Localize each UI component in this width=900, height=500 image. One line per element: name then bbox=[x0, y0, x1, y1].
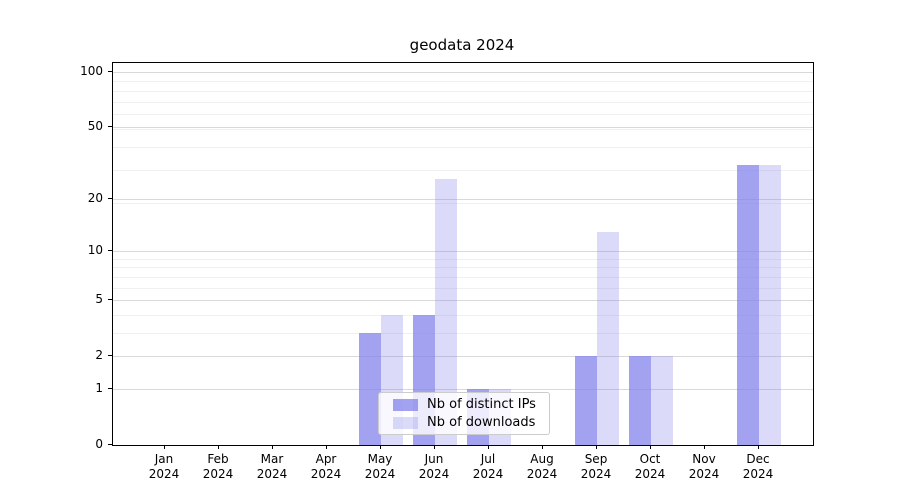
major-gridline bbox=[113, 127, 813, 129]
legend: Nb of distinct IPs Nb of downloads bbox=[378, 392, 550, 435]
minor-gridline bbox=[113, 314, 813, 316]
bar-ips-8 bbox=[575, 356, 597, 445]
minor-gridline bbox=[113, 114, 813, 116]
bar-downloads-11 bbox=[759, 164, 781, 445]
x-tick-mark bbox=[704, 445, 705, 449]
x-tick-mark bbox=[596, 445, 597, 449]
minor-gridline bbox=[113, 276, 813, 278]
minor-gridline bbox=[113, 258, 813, 260]
y-tick-mark bbox=[108, 250, 112, 252]
x-tick-label: Jun 2024 bbox=[418, 452, 450, 481]
y-tick-mark bbox=[108, 126, 112, 128]
x-tick-label: Oct 2024 bbox=[634, 452, 666, 481]
x-tick-mark bbox=[218, 445, 219, 449]
chart-title: geodata 2024 bbox=[409, 36, 515, 54]
x-tick-mark bbox=[380, 445, 381, 449]
bar-ips-4 bbox=[359, 333, 381, 445]
minor-gridline bbox=[113, 267, 813, 269]
legend-label: Nb of downloads bbox=[427, 415, 536, 430]
x-tick-label: May 2024 bbox=[364, 452, 396, 481]
x-tick-mark bbox=[542, 445, 543, 449]
x-tick-label: Nov 2024 bbox=[688, 452, 720, 481]
y-tick-label: 2 bbox=[95, 348, 103, 363]
minor-gridline bbox=[113, 333, 813, 334]
minor-gridline bbox=[113, 170, 813, 172]
x-tick-mark bbox=[758, 445, 759, 449]
minor-gridline bbox=[113, 202, 813, 204]
y-tick-mark bbox=[108, 355, 112, 357]
y-tick-label: 50 bbox=[87, 119, 103, 134]
x-tick-label: Mar 2024 bbox=[256, 452, 288, 481]
y-tick-mark bbox=[108, 71, 112, 72]
x-tick-label: Feb 2024 bbox=[202, 452, 234, 481]
y-tick-label: 5 bbox=[95, 292, 103, 307]
plot-area: Nb of distinct IPs Nb of downloads bbox=[112, 62, 814, 446]
x-tick-mark bbox=[488, 445, 489, 449]
y-tick-label: 10 bbox=[87, 243, 103, 258]
y-tick-label: 1 bbox=[95, 381, 103, 395]
x-tick-label: Dec 2024 bbox=[742, 452, 774, 481]
x-tick-label: Aug 2024 bbox=[526, 452, 558, 481]
ips-swatch-icon bbox=[393, 398, 418, 411]
legend-label: Nb of distinct IPs bbox=[427, 397, 536, 412]
y-tick-label: 0 bbox=[95, 437, 103, 451]
major-gridline bbox=[113, 356, 813, 358]
minor-gridline bbox=[113, 81, 813, 83]
x-tick-label: Jul 2024 bbox=[472, 452, 504, 481]
major-gridline bbox=[113, 300, 813, 302]
major-gridline bbox=[113, 251, 813, 253]
x-tick-label: Sep 2024 bbox=[580, 452, 612, 481]
bar-ips-9 bbox=[629, 356, 651, 445]
x-tick-mark bbox=[650, 445, 651, 449]
y-tick-mark bbox=[108, 388, 112, 389]
y-tick-label: 20 bbox=[87, 190, 103, 205]
bar-downloads-8 bbox=[597, 231, 619, 445]
major-gridline bbox=[113, 72, 813, 73]
x-tick-mark bbox=[164, 445, 165, 449]
minor-gridline bbox=[113, 146, 813, 148]
x-tick-label: Jan 2024 bbox=[148, 452, 180, 481]
major-gridline bbox=[113, 198, 813, 200]
x-tick-mark bbox=[434, 445, 435, 449]
x-tick-label: Apr 2024 bbox=[310, 452, 342, 481]
y-tick-mark bbox=[108, 197, 112, 199]
minor-gridline bbox=[113, 101, 813, 103]
y-tick-mark bbox=[108, 444, 112, 445]
minor-gridline bbox=[113, 128, 813, 130]
legend-item: Nb of distinct IPs bbox=[379, 397, 549, 412]
major-gridline bbox=[113, 389, 813, 390]
bar-downloads-9 bbox=[651, 356, 673, 445]
downloads-swatch-icon bbox=[393, 416, 418, 429]
x-tick-mark bbox=[326, 445, 327, 449]
legend-item: Nb of downloads bbox=[379, 415, 549, 430]
minor-gridline bbox=[113, 287, 813, 289]
x-tick-mark bbox=[272, 445, 273, 449]
bar-ips-11 bbox=[737, 164, 759, 445]
y-tick-mark bbox=[108, 299, 112, 301]
minor-gridline bbox=[113, 90, 813, 92]
bar-downloads-5 bbox=[435, 178, 457, 445]
y-tick-label: 100 bbox=[80, 64, 103, 78]
